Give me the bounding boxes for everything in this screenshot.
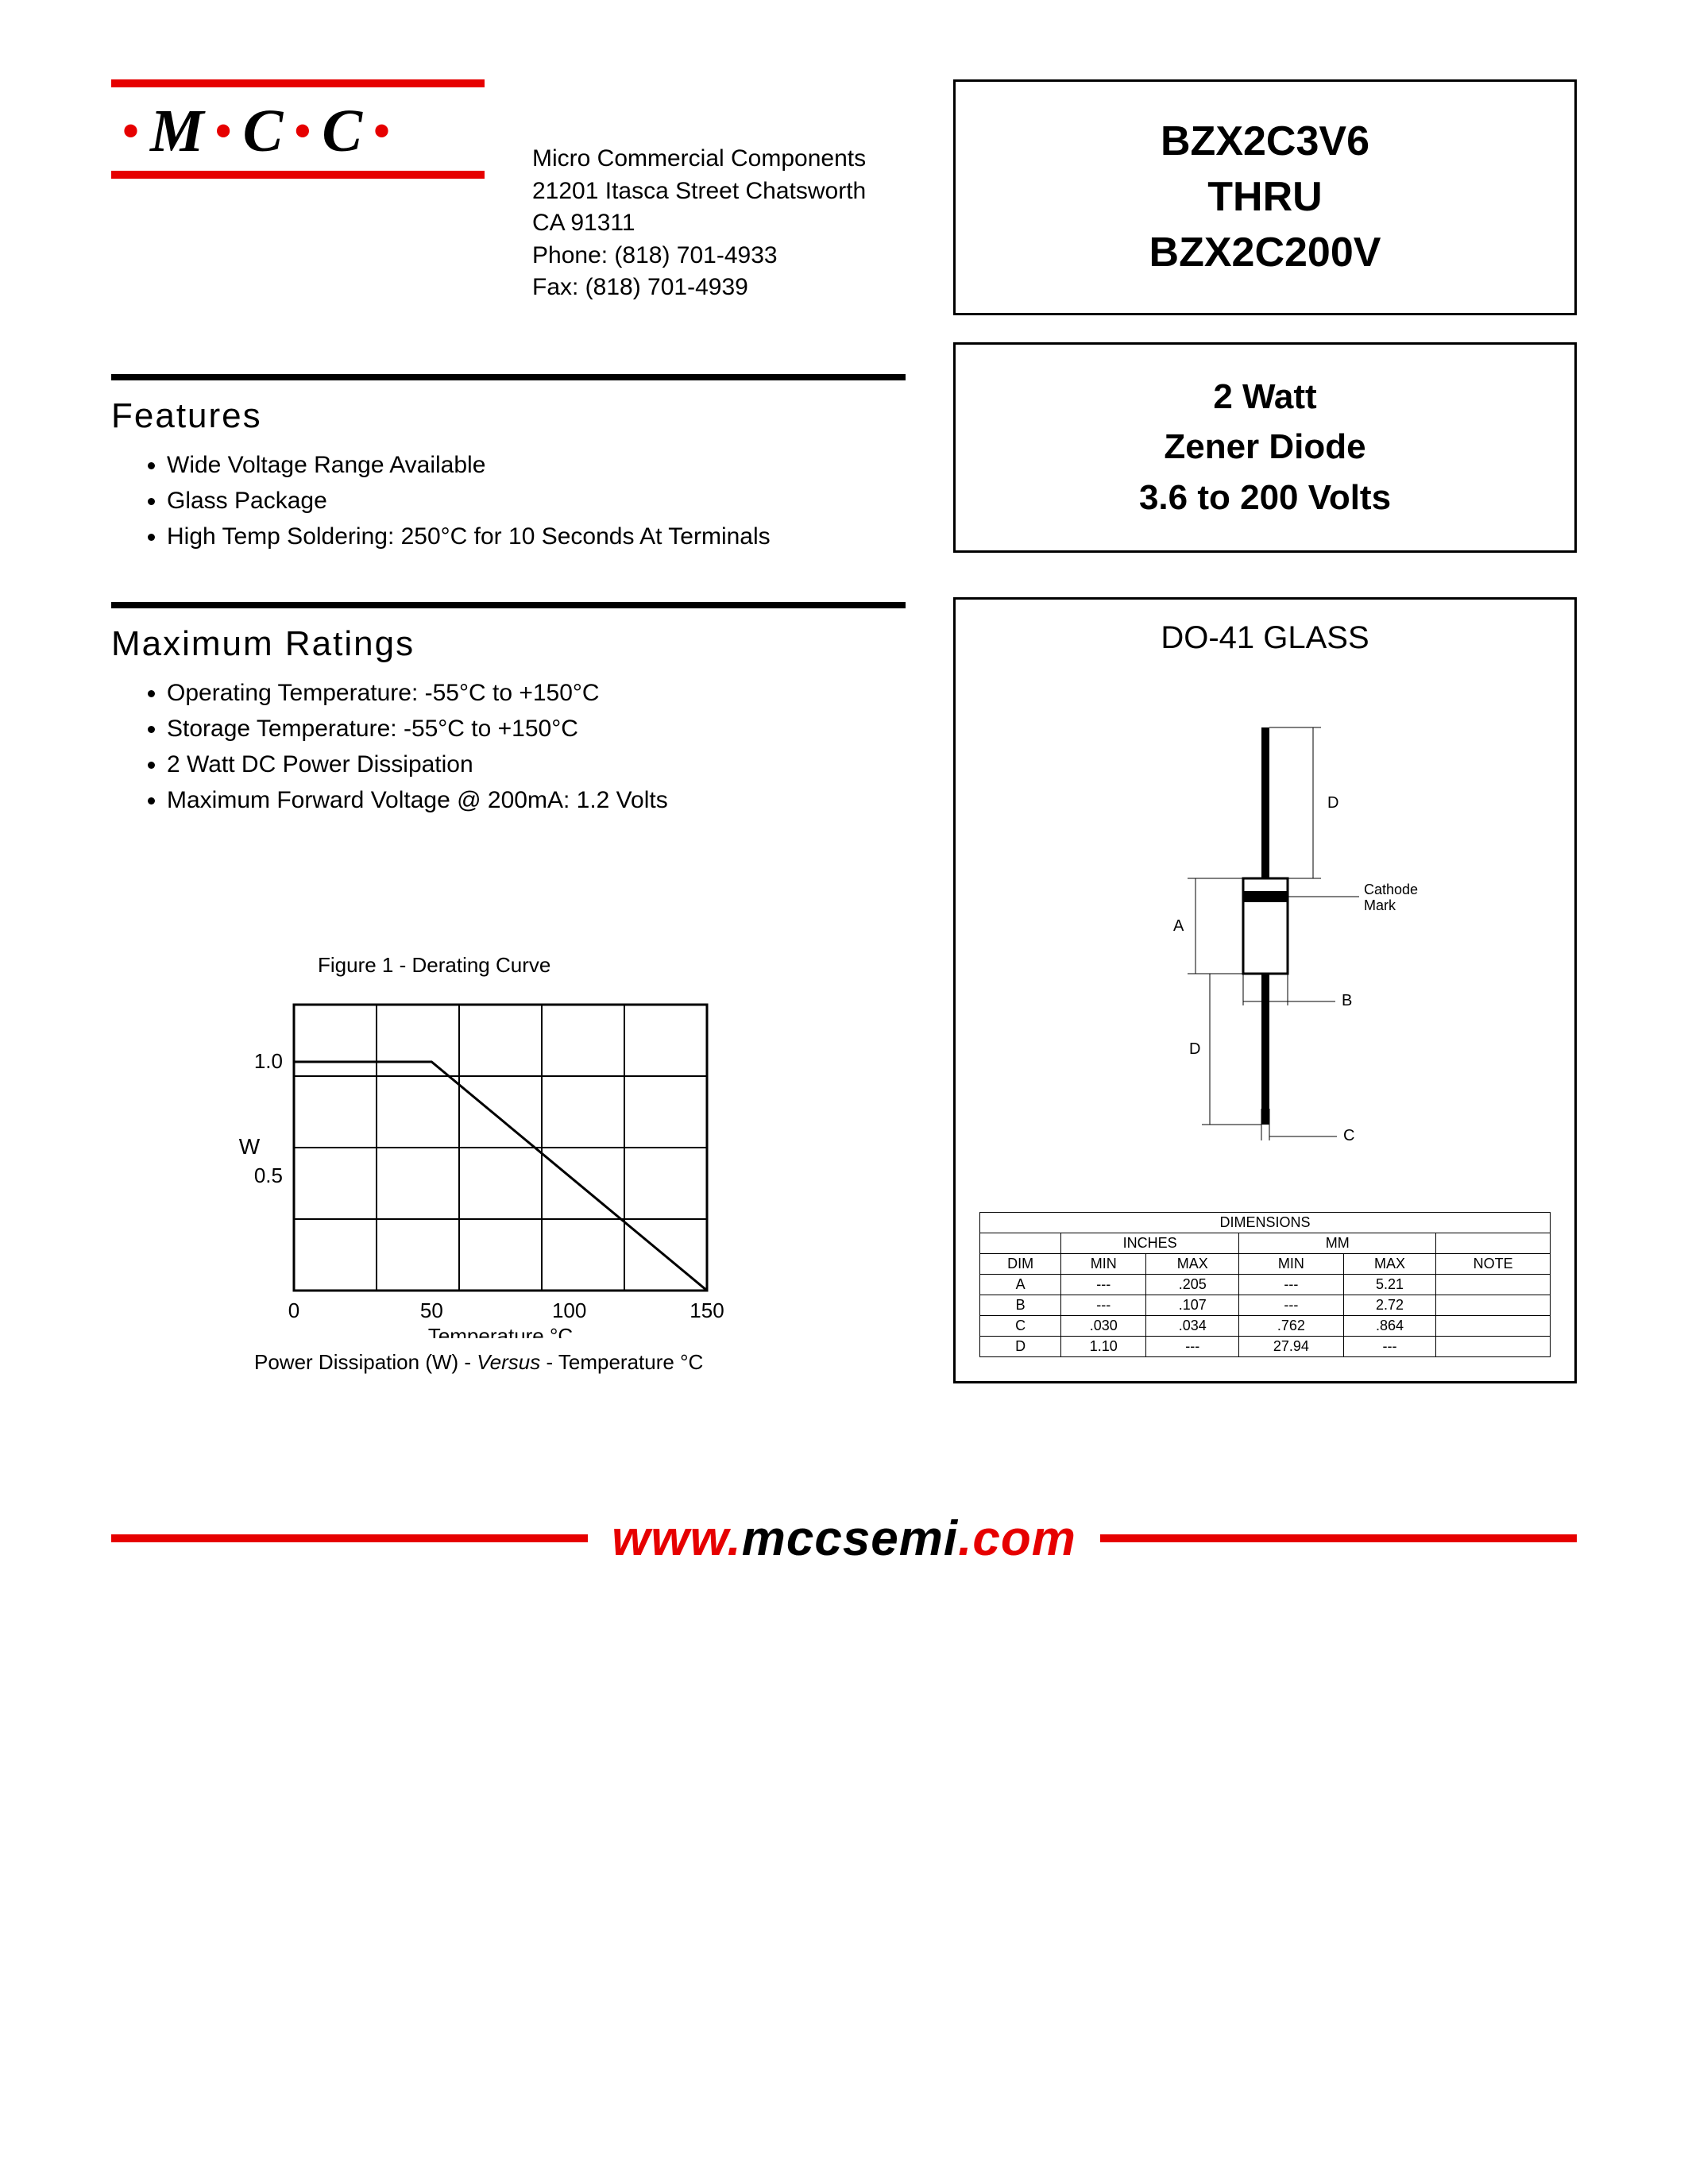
svg-text:Cathode: Cathode [1364, 882, 1418, 897]
svg-text:D: D [1189, 1040, 1200, 1058]
logo-text: • M • C • C • [111, 87, 485, 171]
part-range-from: BZX2C3V6 [971, 114, 1559, 169]
derating-chart-block: Figure 1 - Derating Curve 0.5 1.0 0 50 100 15… [238, 953, 906, 1375]
caption-suffix: - Temperature °C [540, 1350, 703, 1374]
list-item: Operating Temperature: -55°C to +150°C [167, 675, 906, 711]
list-item: 2 Watt DC Power Dissipation [167, 747, 906, 782]
package-outline-drawing: D A CathodeMark B D C [1019, 680, 1512, 1172]
divider [111, 602, 906, 608]
svg-text:Mark: Mark [1364, 897, 1396, 913]
svg-text:A: A [1173, 917, 1184, 935]
desc-line: 3.6 to 200 Volts [965, 473, 1565, 523]
company-addr1: 21201 Itasca Street Chatsworth [532, 176, 906, 208]
description-box: 2 Watt Zener Diode 3.6 to 200 Volts [953, 342, 1577, 553]
derating-chart: 0.5 1.0 0 50 100 150 W Temperature °C [238, 997, 747, 1338]
ratings-row: Maximum Ratings Operating Temperature: -… [111, 570, 1577, 1383]
list-item: High Temp Soldering: 250°C for 10 Second… [167, 519, 906, 554]
part-range-thru: THRU [971, 169, 1559, 225]
caption-versus: Versus [477, 1350, 540, 1374]
svg-text:C: C [1343, 1127, 1354, 1144]
logo-top-bar [111, 79, 485, 87]
svg-text:W: W [239, 1134, 261, 1159]
logo-block: • M • C • C • [111, 79, 485, 179]
svg-text:150: 150 [689, 1298, 724, 1322]
footer-bar-right [1100, 1534, 1577, 1542]
company-addr2: CA 91311 [532, 207, 906, 240]
svg-text:50: 50 [420, 1298, 443, 1322]
company-phone: Phone: (818) 701-4933 [532, 240, 906, 272]
company-name: Micro Commercial Components [532, 143, 906, 176]
logo-letter: C [243, 97, 288, 166]
logo-dot-icon: • [367, 104, 401, 159]
list-item: Wide Voltage Range Available [167, 447, 906, 483]
svg-text:B: B [1342, 992, 1352, 1009]
footer-www: www. [612, 1511, 742, 1566]
dimensions-table: DIMENSIONSINCHESMMDIMMINMAXMINMAXNOTEA--… [979, 1212, 1551, 1357]
desc-line: Zener Diode [965, 422, 1565, 473]
logo-letter: M [150, 97, 209, 166]
package-box: DO-41 GLASS D A CathodeMark B D C DIMENSIONSI… [953, 597, 1577, 1383]
ratings-list: Operating Temperature: -55°C to +150°CSt… [111, 675, 906, 818]
svg-text:0.5: 0.5 [254, 1163, 283, 1187]
table-cell: DIMENSIONS [980, 1212, 1551, 1233]
features-heading: Features [111, 396, 906, 436]
logo-dot-icon: • [209, 104, 243, 159]
footer-tld: .com [958, 1511, 1076, 1566]
table-row: A---.205---5.21 [980, 1274, 1551, 1295]
logo-bottom-bar [111, 171, 485, 179]
svg-text:0: 0 [288, 1298, 299, 1322]
package-title: DO-41 GLASS [979, 620, 1551, 656]
list-item: Storage Temperature: -55°C to +150°C [167, 711, 906, 747]
svg-text:Temperature °C: Temperature °C [428, 1324, 573, 1338]
company-address: Micro Commercial Components 21201 Itasca… [532, 79, 906, 304]
divider [111, 374, 906, 380]
footer-url: www.mccsemi.com [612, 1511, 1076, 1567]
features-row: Features Wide Voltage Range AvailableGla… [111, 342, 1577, 554]
features-list: Wide Voltage Range AvailableGlass Packag… [111, 447, 906, 554]
svg-text:100: 100 [552, 1298, 586, 1322]
chart-title: Figure 1 - Derating Curve [318, 953, 906, 978]
table-row: B---.107---2.72 [980, 1295, 1551, 1315]
list-item: Maximum Forward Voltage @ 200mA: 1.2 Vol… [167, 782, 906, 818]
ratings-heading: Maximum Ratings [111, 624, 906, 664]
list-item: Glass Package [167, 483, 906, 519]
part-number-box: BZX2C3V6 THRU BZX2C200V [953, 79, 1577, 315]
footer-bar-left [111, 1534, 588, 1542]
footer-domain: mccsemi [742, 1511, 958, 1566]
part-range-to: BZX2C200V [971, 225, 1559, 280]
caption-prefix: Power Dissipation (W) - [254, 1350, 477, 1374]
logo-dot-icon: • [288, 104, 322, 159]
logo-letter: C [322, 97, 367, 166]
svg-text:1.0: 1.0 [254, 1049, 283, 1073]
chart-caption: Power Dissipation (W) - Versus - Tempera… [254, 1350, 906, 1375]
svg-text:D: D [1327, 794, 1338, 812]
table-row: D1.10---27.94--- [980, 1336, 1551, 1356]
company-fax: Fax: (818) 701-4939 [532, 272, 906, 304]
logo-dot-icon: • [116, 104, 150, 159]
desc-line: 2 Watt [965, 372, 1565, 423]
footer: www.mccsemi.com [111, 1511, 1577, 1567]
table-row: C.030.034.762.864 [980, 1315, 1551, 1336]
header-row: • M • C • C • Micro Commercial Component… [111, 79, 1577, 315]
